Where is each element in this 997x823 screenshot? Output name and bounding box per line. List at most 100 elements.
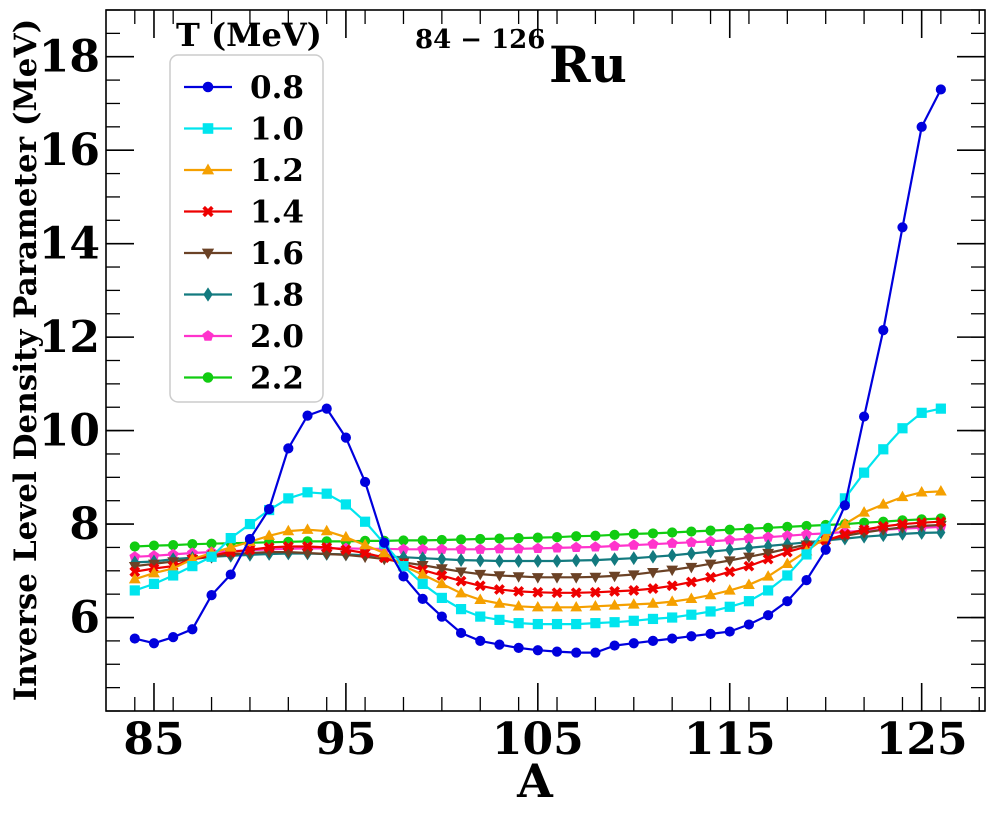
series-1.0 [129, 403, 946, 630]
data-point [206, 551, 217, 562]
data-point [129, 566, 141, 578]
data-point [436, 543, 448, 554]
data-point [321, 488, 332, 499]
data-point [417, 593, 428, 604]
y-tick-label: 6 [69, 593, 100, 644]
data-point [455, 534, 467, 545]
data-point [589, 586, 601, 598]
data-point [725, 542, 735, 557]
data-point [168, 539, 179, 551]
data-point [686, 609, 697, 620]
data-point [667, 612, 678, 623]
data-point [801, 575, 812, 586]
data-point [359, 547, 371, 559]
title-element: Ru [549, 35, 627, 94]
data-point [686, 526, 697, 537]
y-tick-label: 12 [39, 312, 100, 363]
legend-item-0.8: 0.8 [184, 70, 304, 106]
legend-title: T (MeV) [176, 16, 322, 54]
data-point [455, 627, 467, 639]
x-tick-label: 85 [123, 714, 184, 765]
data-point [570, 600, 583, 612]
data-point [302, 410, 313, 421]
data-point [513, 642, 524, 654]
data-point [743, 523, 755, 534]
data-point [359, 538, 372, 550]
data-point [532, 586, 544, 598]
data-point [782, 570, 793, 581]
data-point [647, 583, 659, 594]
data-point [763, 585, 774, 596]
legend-label: 2.2 [250, 361, 304, 397]
data-point [551, 618, 563, 630]
data-point [723, 556, 736, 567]
data-point [916, 517, 928, 529]
data-point [282, 541, 294, 552]
data-point [455, 543, 467, 554]
data-point [705, 571, 716, 583]
data-point [858, 411, 870, 422]
legend-marker [202, 372, 214, 383]
data-point [686, 631, 697, 642]
data-point [723, 584, 736, 595]
data-point [724, 626, 735, 637]
data-point [302, 541, 313, 552]
data-point [762, 553, 774, 565]
data-point [475, 553, 485, 568]
data-point [648, 549, 658, 564]
legend-item-2.0: 2.0 [184, 319, 304, 355]
data-point [839, 528, 851, 540]
data-point [379, 537, 390, 548]
data-point [435, 577, 448, 589]
data-point [378, 546, 391, 558]
data-point [475, 635, 486, 647]
data-point [916, 121, 927, 132]
data-point [743, 552, 755, 564]
data-point [551, 532, 563, 543]
data-point [263, 542, 275, 553]
data-point [781, 557, 794, 568]
legend-label: 1.2 [250, 153, 304, 189]
data-point [302, 487, 313, 498]
legend-label: 1.8 [250, 278, 304, 314]
data-point [571, 553, 581, 568]
series-0.8 [129, 84, 946, 658]
data-point [762, 548, 775, 560]
data-point [743, 578, 755, 589]
data-point [936, 525, 946, 540]
data-point [514, 554, 524, 568]
data-point [744, 541, 754, 555]
data-point [474, 593, 487, 604]
legend-marker [202, 205, 214, 218]
data-point [628, 615, 639, 626]
data-point [129, 585, 140, 596]
data-point [839, 500, 850, 511]
data-point [705, 535, 716, 546]
data-point [590, 647, 601, 658]
x-axis-title: A [516, 754, 554, 808]
data-point [416, 568, 429, 579]
data-point [647, 597, 659, 608]
data-point [321, 542, 333, 553]
data-point [609, 540, 620, 551]
data-point [455, 567, 467, 579]
data-point [168, 632, 179, 643]
data-point [533, 554, 543, 568]
data-point [225, 532, 236, 544]
data-point [532, 645, 543, 656]
data-point [628, 585, 640, 596]
data-point [705, 628, 716, 639]
data-point [589, 541, 601, 552]
data-point [148, 566, 160, 578]
data-point [359, 516, 371, 527]
data-point [609, 585, 621, 597]
data-point [129, 541, 140, 552]
data-point [417, 578, 428, 589]
title-mass-range: 84 − 126 [415, 25, 545, 55]
data-point [436, 611, 447, 622]
data-point [647, 528, 659, 539]
data-point [571, 647, 582, 658]
data-point [897, 423, 908, 434]
data-point [493, 597, 506, 608]
